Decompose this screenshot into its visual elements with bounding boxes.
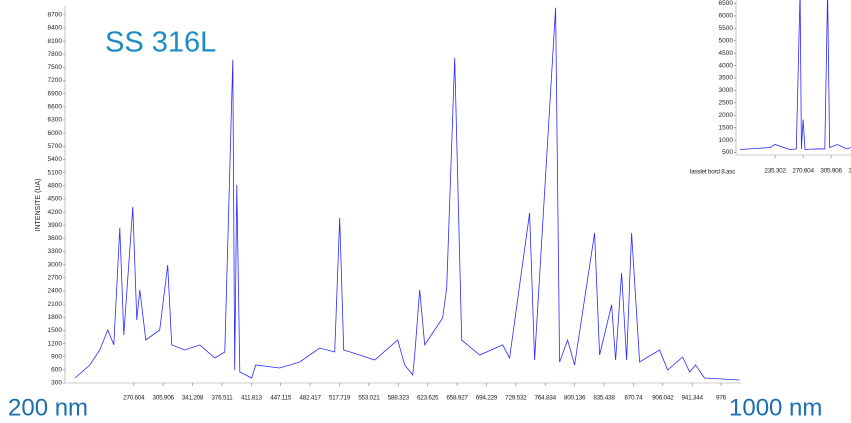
x-tick-label: 341.208	[848, 168, 851, 175]
inset-background	[688, 0, 851, 180]
y-tick-label: 7200	[48, 77, 63, 84]
x-tick-label: 658.927	[446, 395, 468, 402]
y-tick-label: 300	[51, 380, 62, 387]
y-tick-label: 4200	[48, 209, 63, 216]
x-tick-label: 517.719	[329, 395, 351, 402]
x-tick-label: 764.834	[535, 395, 557, 402]
x-tick-label: 729.532	[505, 395, 527, 402]
x-tick-label: 482.417	[299, 395, 321, 402]
y-tick-label: 3600	[48, 235, 63, 242]
y-tick-label: 5400	[48, 156, 63, 163]
y-tick-label: 1200	[48, 340, 63, 347]
y-tick-label: 8400	[48, 25, 63, 32]
y-tick-label: 2400	[48, 288, 63, 295]
y-axis-label: INTENSITE (UA)	[35, 179, 42, 232]
x-tick-label: 800.136	[564, 395, 586, 402]
start-label: 200 nm	[8, 394, 88, 421]
y-tick-label: 1000	[719, 137, 734, 144]
x-tick-label: 411.813	[241, 395, 263, 402]
y-tick-label: 1500	[719, 124, 734, 131]
x-tick-label: 835.438	[593, 395, 615, 402]
y-tick-label: 6000	[48, 130, 63, 137]
y-tick-label: 5000	[719, 37, 734, 44]
y-tick-label: 7800	[48, 51, 63, 58]
spectrum-line	[74, 7, 740, 381]
y-tick-label: 7500	[48, 64, 63, 71]
y-tick-label: 4500	[48, 196, 63, 203]
y-tick-label: 6500	[719, 0, 734, 7]
y-tick-label: 500	[722, 149, 733, 156]
y-tick-label: 4000	[719, 62, 734, 69]
x-tick-label: 305.906	[820, 168, 842, 175]
x-tick-label: 906.042	[652, 395, 674, 402]
y-tick-label: 6600	[48, 104, 63, 111]
x-tick-label: 305.906	[152, 395, 174, 402]
x-tick-label: 376.511	[212, 395, 234, 402]
x-tick-label: 270.604	[123, 395, 145, 402]
y-tick-label: 2100	[48, 301, 63, 308]
y-tick-label: 3500	[719, 75, 734, 82]
x-tick-label: 941.344	[681, 395, 703, 402]
spectrum-line	[739, 0, 851, 150]
x-tick-label: 870.74	[624, 395, 643, 402]
y-tick-label: 3000	[719, 87, 734, 94]
y-tick-label: 600	[51, 367, 62, 374]
x-tick-label: 623.625	[417, 395, 439, 402]
x-tick-label: 341.208	[182, 395, 204, 402]
x-axis-label: lasslet bord 8.asc	[690, 169, 736, 176]
inset-chart: 500 1000 1500 2000 2500 3000 3500 4000 4500 5000 5…	[690, 0, 851, 176]
y-tick-label: 8700	[48, 11, 63, 18]
main-chart: 300 600 900 1200 1500 1800 2100 2400 2700 3000 330…	[48, 6, 741, 402]
x-tick-label: 447.115	[270, 395, 292, 402]
y-tick-label: 3900	[48, 222, 63, 229]
y-tick-label: 8100	[48, 38, 63, 45]
x-tick-label: 553.021	[358, 395, 380, 402]
x-tick-label: 235.302	[764, 168, 786, 175]
end-label: 1000 nm	[729, 394, 822, 421]
y-tick-label: 4500	[719, 50, 734, 57]
y-tick-label: 900	[51, 353, 62, 360]
sample-label: SS 316L	[105, 27, 216, 59]
y-tick-label: 6000	[719, 13, 734, 20]
y-tick-label: 1500	[48, 327, 63, 334]
y-tick-label: 4800	[48, 182, 63, 189]
x-tick-label: 694.229	[476, 395, 498, 402]
y-tick-label: 1800	[48, 314, 63, 321]
x-tick-label: 270.604	[792, 168, 814, 175]
y-tick-label: 6900	[48, 90, 63, 97]
y-tick-label: 2700	[48, 275, 63, 282]
y-tick-label: 5700	[48, 143, 63, 150]
y-tick-label: 2000	[719, 112, 734, 119]
y-tick-label: 5500	[719, 25, 734, 32]
x-tick-label: 588.323	[388, 395, 410, 402]
x-tick-label: 976	[716, 395, 727, 402]
y-tick-label: 3000	[48, 261, 63, 268]
y-tick-label: 5100	[48, 169, 63, 176]
y-tick-label: 6300	[48, 117, 63, 124]
y-tick-label: 3300	[48, 248, 63, 255]
y-tick-label: 2500	[719, 100, 734, 107]
